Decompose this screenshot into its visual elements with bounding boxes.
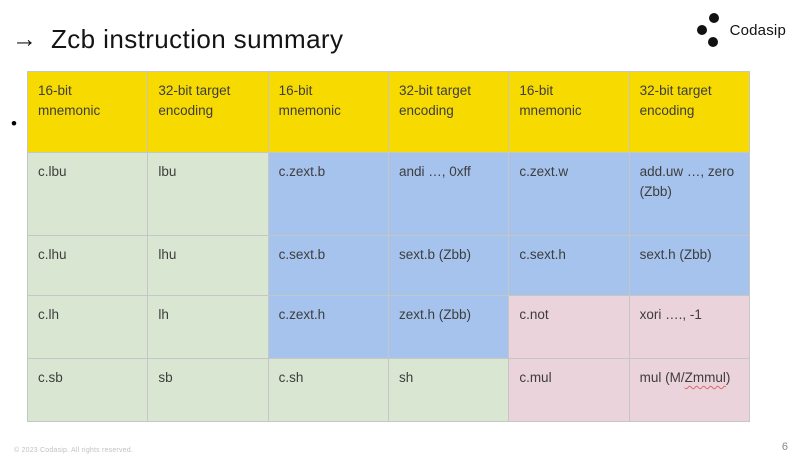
table-cell: zext.h (Zbb) [387, 295, 510, 359]
slide-title-row: → Zcb instruction summary [12, 24, 343, 55]
table-cell: c.not [508, 295, 630, 359]
table-header: 16-bit mnemonic 32-bit target encoding 16-… [26, 71, 751, 153]
arrow-icon: → [12, 25, 37, 53]
table-cell: mul (M/Zmmul) [628, 358, 751, 422]
table-cell: c.zext.h [267, 295, 389, 359]
table-cell: sh [387, 358, 510, 422]
table-cell: c.sext.h [508, 235, 630, 296]
table-cell: c.zext.b [267, 152, 389, 236]
codasip-dots-icon [696, 12, 723, 48]
table-row: c.sb sb c.sh sh c.mul mul (M/Zmmul) [26, 358, 751, 422]
page-number: 6 [781, 441, 788, 453]
codasip-logo: Codasip [696, 12, 786, 48]
table-cell: c.zext.w [508, 152, 630, 236]
table-row: c.lh lh c.zext.h zext.h (Zbb) c.not xori …., … [26, 295, 751, 359]
column-header: 16-bit mnemonic [508, 71, 630, 153]
column-header: 32-bit target encoding [147, 71, 269, 153]
table-cell: c.sh [267, 358, 389, 422]
table-cell: add.uw …, zero (Zbb) [628, 152, 751, 236]
table-cell: c.lbu [26, 152, 149, 236]
table-cell: c.sext.b [267, 235, 389, 296]
table-cell: lh [147, 295, 269, 359]
table-cell: sb [147, 358, 269, 422]
table-cell: sext.h (Zbb) [628, 235, 751, 296]
table-cell: lhu [147, 235, 269, 296]
page-title: Zcb instruction summary [51, 24, 344, 54]
spellcheck-underline: Zmmul [684, 370, 726, 385]
table-cell: lbu [147, 152, 269, 236]
table-cell: andi …, 0xff [387, 152, 510, 236]
table-cell: c.lhu [26, 235, 149, 296]
copyright-footer: © 2023 Codasip. All rights reserved. [14, 447, 133, 454]
column-header: 16-bit mnemonic [26, 71, 149, 153]
table-cell: c.lh [26, 295, 149, 359]
table-cell: xori …., -1 [628, 295, 751, 359]
bullet-point: • [11, 114, 17, 133]
column-header: 32-bit target encoding [628, 71, 751, 153]
table-cell: c.sb [26, 358, 149, 422]
table-cell: sext.b (Zbb) [387, 235, 510, 296]
codasip-logo-text: Codasip [729, 21, 786, 39]
table-row: c.lbu lbu c.zext.b andi …, 0xff c.zext.w add.… [26, 152, 751, 236]
table-body: c.lbu lbu c.zext.b andi …, 0xff c.zext.w add.… [26, 152, 751, 422]
column-header: 16-bit mnemonic [267, 71, 389, 153]
table-cell: c.mul [508, 358, 630, 422]
column-header: 32-bit target encoding [387, 71, 510, 153]
table-row: c.lhu lhu c.sext.b sext.b (Zbb) c.sext.h sext… [26, 235, 751, 296]
instruction-table: 16-bit mnemonic 32-bit target encoding 16-… [26, 71, 751, 422]
